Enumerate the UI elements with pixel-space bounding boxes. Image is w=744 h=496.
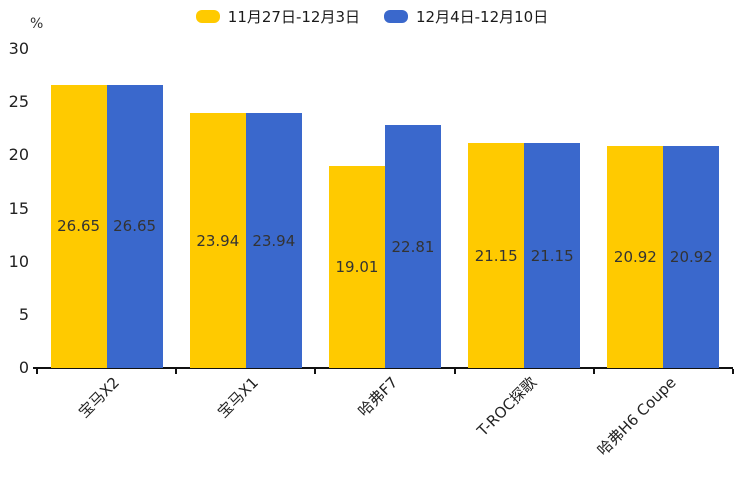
category-label: 宝马X2 xyxy=(74,373,123,422)
bar-week1: 21.15 xyxy=(468,143,525,368)
y-tick-label: 25 xyxy=(8,92,29,112)
x-axis-tick xyxy=(453,369,456,374)
legend: 11月27日-12月3日 12月4日-12月10日 xyxy=(0,6,744,27)
bar-value-label: 26.65 xyxy=(113,217,157,236)
bar-week2: 22.81 xyxy=(385,125,441,368)
bar-value-label: 22.81 xyxy=(391,237,435,256)
category-label: 宝马X1 xyxy=(213,373,262,422)
bar-week1: 20.92 xyxy=(607,145,664,368)
bar-value-label: 23.94 xyxy=(196,231,240,250)
bar-value-label: 21.15 xyxy=(530,246,574,265)
x-axis-tick xyxy=(314,369,317,374)
y-tick-label: 5 xyxy=(18,304,29,324)
y-tick-label: 20 xyxy=(8,145,29,165)
legend-swatch-week2 xyxy=(384,10,408,23)
y-tick-label: 15 xyxy=(8,198,29,218)
bar-week2: 20.92 xyxy=(663,145,720,368)
bar-week1: 19.01 xyxy=(329,165,385,368)
bar-week2: 26.65 xyxy=(106,84,163,368)
x-axis-tick xyxy=(36,369,38,374)
bar-value-label: 21.15 xyxy=(474,246,518,265)
bar-week1: 26.65 xyxy=(50,84,107,368)
legend-item-week1: 11月27日-12月3日 xyxy=(195,6,360,27)
bar-value-label: 23.94 xyxy=(252,231,296,250)
bar-week1: 23.94 xyxy=(189,113,246,368)
category-label: T-ROC探歌 xyxy=(473,373,541,440)
bar-value-label: 19.01 xyxy=(335,257,379,276)
category-label: 哈弗F7 xyxy=(354,373,402,421)
bar-week2: 21.15 xyxy=(524,143,581,368)
x-axis-line xyxy=(33,367,733,369)
legend-label-week2: 12月4日-12月10日 xyxy=(416,8,549,26)
legend-item-week2: 12月4日-12月10日 xyxy=(384,6,548,27)
category-label: 哈弗H6 Coupe xyxy=(593,373,680,460)
y-tick-label: 10 xyxy=(8,251,29,271)
bar-value-label: 20.92 xyxy=(669,247,713,266)
legend-label-week1: 11月27日-12月3日 xyxy=(227,8,360,26)
x-axis-tick xyxy=(175,369,178,374)
bar-value-label: 26.65 xyxy=(57,217,101,236)
y-tick-label: 30 xyxy=(8,39,29,58)
bar-value-label: 20.92 xyxy=(613,247,657,266)
bar-week2: 23.94 xyxy=(245,113,302,368)
x-axis-tick xyxy=(732,369,734,374)
y-axis-unit-label: % xyxy=(30,16,44,32)
x-axis-tick xyxy=(592,369,595,374)
y-tick-label: 0 xyxy=(18,358,29,377)
legend-swatch-week1 xyxy=(195,10,220,23)
